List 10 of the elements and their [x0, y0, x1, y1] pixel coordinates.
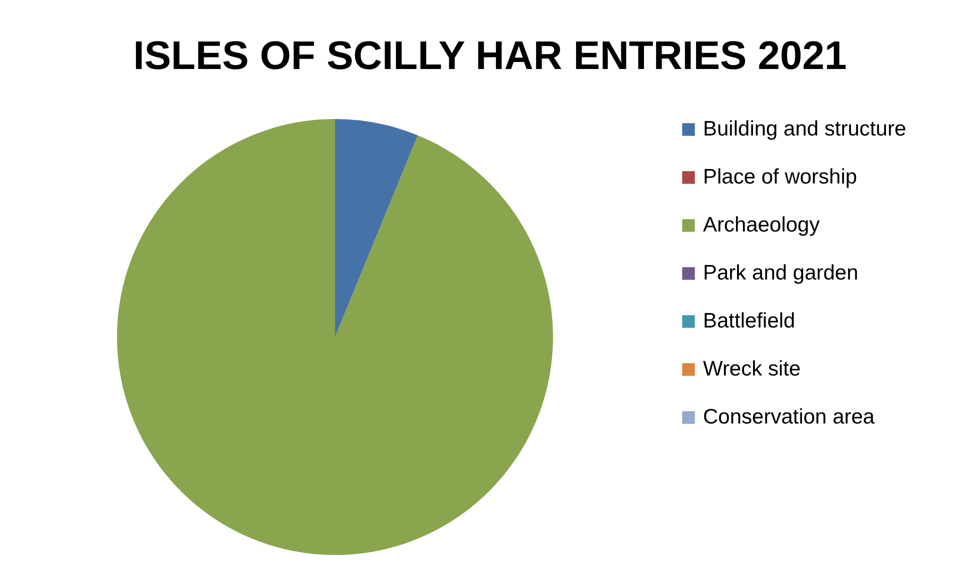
legend-label: Park and garden — [703, 262, 858, 284]
legend-label: Battlefield — [703, 310, 796, 332]
pie-slice — [335, 119, 418, 337]
legend-label: Conservation area — [703, 406, 875, 428]
legend-label: Archaeology — [703, 214, 820, 236]
legend-label: Place of worship — [703, 166, 858, 188]
legend-label: Wreck site — [703, 358, 801, 380]
pie-slice — [117, 119, 553, 555]
chart-title: ISLES OF SCILLY HAR ENTRIES 2021 — [133, 34, 847, 78]
legend-label: Building and structure — [703, 118, 906, 140]
